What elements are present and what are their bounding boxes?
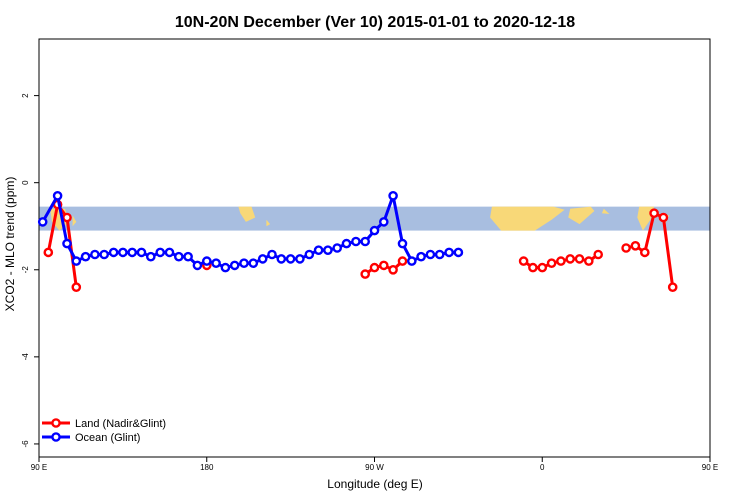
series-land	[43, 199, 678, 293]
y-tick-label: -4	[21, 353, 30, 361]
data-point-land	[43, 247, 54, 258]
data-point-ocean	[164, 247, 175, 258]
y-tick-label: -6	[21, 440, 30, 448]
data-point-ocean	[99, 249, 109, 260]
data-point-ocean	[304, 249, 315, 260]
x-tick-label: 90 W	[365, 463, 384, 472]
data-point-ocean	[229, 260, 240, 271]
data-point-ocean	[145, 251, 156, 262]
x-axis: 90 E 180 90 W 0 90 E	[31, 457, 718, 472]
data-point-land	[388, 264, 398, 275]
data-point-ocean	[192, 260, 203, 271]
map-land-shape	[266, 219, 271, 227]
y-tick-label: 0	[21, 180, 30, 185]
data-point-land	[71, 282, 82, 293]
series-ocean	[37, 190, 464, 273]
y-axis-label: XCO2 - MLO trend (ppm)	[3, 177, 17, 312]
legend-marker-ocean	[51, 432, 61, 442]
data-point-ocean	[183, 251, 193, 262]
data-point-ocean	[80, 251, 91, 262]
data-point-land	[556, 256, 566, 266]
data-point-land	[369, 262, 380, 273]
map-land-shape	[72, 215, 77, 227]
data-point-land	[537, 262, 548, 273]
legend-label-land: Land (Nadir&Glint)	[75, 418, 166, 430]
legend: Land (Nadir&Glint) Ocean (Glint)	[42, 418, 166, 444]
data-point-ocean	[62, 238, 72, 249]
data-point-land	[378, 260, 389, 271]
data-point-land	[593, 249, 604, 260]
data-point-ocean	[127, 247, 137, 258]
x-tick-label: 180	[200, 463, 214, 472]
y-tick-label: 2	[21, 93, 30, 98]
data-point-ocean	[378, 217, 389, 227]
data-point-land	[584, 256, 594, 266]
data-point-ocean	[108, 247, 119, 258]
data-point-ocean	[313, 245, 324, 255]
data-point-ocean	[173, 251, 184, 262]
series-layer	[37, 190, 678, 293]
data-point-ocean	[341, 238, 352, 249]
data-point-ocean	[323, 245, 333, 255]
data-point-land	[565, 254, 576, 264]
data-point-ocean	[332, 243, 343, 253]
data-point-land	[574, 254, 585, 264]
legend-marker-land	[51, 418, 61, 428]
data-point-ocean	[397, 238, 408, 249]
data-point-ocean	[444, 247, 454, 258]
data-point-land	[397, 256, 408, 266]
data-point-ocean	[155, 247, 165, 258]
x-tick-label: 90 E	[31, 463, 47, 472]
data-point-ocean	[37, 217, 48, 227]
data-point-ocean	[434, 249, 445, 260]
data-point-ocean	[211, 258, 221, 269]
data-point-land	[546, 258, 557, 269]
data-point-ocean	[453, 247, 464, 258]
data-point-land	[658, 212, 669, 223]
legend-label-ocean: Ocean (Glint)	[75, 432, 140, 444]
data-point-ocean	[295, 254, 305, 264]
data-point-ocean	[71, 256, 82, 266]
data-point-land	[640, 247, 650, 258]
chart-title: 10N-20N December (Ver 10) 2015-01-01 to …	[175, 14, 575, 31]
data-point-ocean	[425, 249, 436, 260]
data-point-ocean	[220, 262, 231, 273]
data-point-ocean	[52, 190, 63, 201]
data-point-ocean	[388, 190, 398, 201]
data-point-ocean	[201, 256, 212, 266]
data-point-land	[630, 240, 641, 251]
data-point-ocean	[276, 254, 287, 264]
data-point-land	[621, 243, 631, 253]
x-tick-label: 0	[540, 463, 545, 472]
data-point-ocean	[360, 236, 371, 247]
x-tick-label: 90 E	[702, 463, 718, 472]
data-point-land	[667, 282, 678, 293]
data-point-land	[528, 262, 538, 273]
data-point-ocean	[239, 258, 249, 269]
x-axis-label: Longitude (deg E)	[327, 477, 422, 491]
data-point-ocean	[369, 225, 380, 236]
y-tick-label: -2	[21, 266, 30, 274]
data-point-ocean	[257, 254, 268, 264]
data-point-ocean	[136, 247, 147, 258]
data-point-land	[360, 269, 371, 279]
data-point-ocean	[351, 236, 361, 247]
map-land-shape	[490, 206, 565, 231]
data-point-land	[649, 208, 659, 218]
data-point-land	[62, 212, 72, 223]
y-axis: 2 0 -2 -4 -6	[21, 93, 39, 448]
data-point-ocean	[416, 251, 426, 262]
map-land-shape	[238, 206, 256, 222]
data-point-ocean	[90, 249, 100, 260]
data-point-land	[518, 256, 529, 266]
data-point-ocean	[285, 254, 296, 264]
map-land-shape	[568, 206, 595, 225]
data-point-ocean	[267, 249, 277, 260]
map-land-shape	[601, 208, 610, 214]
data-point-ocean	[118, 247, 128, 258]
data-point-ocean	[248, 258, 259, 269]
data-point-ocean	[406, 256, 417, 266]
